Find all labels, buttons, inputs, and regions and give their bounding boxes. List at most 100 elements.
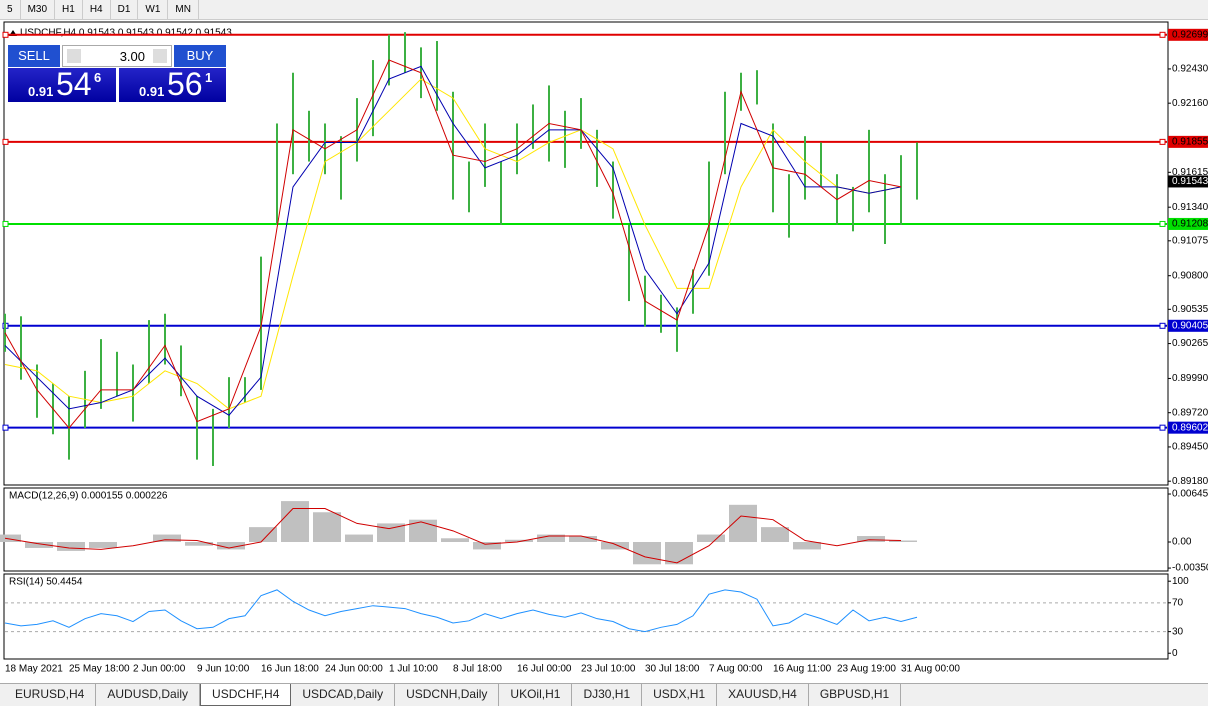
- price-label: 0.90405: [1172, 320, 1208, 331]
- macd-histogram-bar: [793, 541, 821, 550]
- chart-tab[interactable]: USDX,H1: [642, 684, 718, 706]
- macd-histogram-bar: [217, 541, 245, 550]
- y-tick-label: 0.89990: [1172, 373, 1208, 384]
- chart-tab[interactable]: EURUSD,H4: [4, 684, 97, 706]
- y-tick-label: 0.006451: [1172, 489, 1208, 500]
- x-tick-label: 16 Aug 11:00: [773, 664, 832, 675]
- price-label: 0.91208: [1172, 219, 1208, 230]
- y-tick-label: 0.92160: [1172, 98, 1208, 109]
- y-tick-label: 0.90800: [1172, 270, 1208, 281]
- y-tick-label: 0.00: [1172, 537, 1192, 548]
- y-tick-label: 0.89720: [1172, 407, 1208, 418]
- price-label-bg: [1168, 135, 1208, 148]
- x-tick-label: 31 Aug 00:00: [901, 664, 960, 675]
- chart-tabs: EURUSD,H4 AUDUSD,Daily USDCHF,H4 USDCAD,Dai…: [0, 683, 1208, 706]
- macd-histogram-bar: [569, 536, 597, 542]
- macd-histogram-bar: [761, 527, 789, 542]
- x-tick-label: 1 Jul 10:00: [389, 664, 438, 675]
- chart-tab[interactable]: AUDUSD,Daily: [96, 684, 201, 706]
- y-tick-label: 0.89180: [1172, 476, 1208, 487]
- y-tick-label: 0.90265: [1172, 338, 1208, 349]
- level-handle: [2, 138, 9, 145]
- timeframe-button[interactable]: D1: [111, 0, 139, 19]
- rsi-title: RSI(14) 50.4454: [9, 577, 83, 588]
- buy-price[interactable]: 0.91 56 1: [119, 66, 226, 102]
- chart-tab[interactable]: UKOil,H1: [499, 684, 573, 706]
- price-label-bg: [1168, 319, 1208, 332]
- level-handle: [1159, 220, 1166, 227]
- macd-histogram-bar: [409, 519, 437, 542]
- x-tick-label: 9 Jun 10:00: [197, 664, 250, 675]
- macd-pane: [3, 487, 1169, 572]
- moving-average: [4, 59, 902, 429]
- macd-histogram-bar: [281, 501, 309, 542]
- lot-down[interactable]: [67, 49, 81, 63]
- y-tick-label: -0.003506: [1172, 563, 1208, 574]
- price-label: 0.91855: [1172, 137, 1208, 148]
- buy-button[interactable]: BUY: [174, 45, 226, 67]
- moving-average: [4, 78, 902, 410]
- macd-histogram-bar: [57, 541, 85, 551]
- y-tick-label: 100: [1172, 576, 1189, 587]
- y-tick-label: 0.91075: [1172, 235, 1208, 246]
- macd-signal: [4, 508, 902, 564]
- one-click-trading: SELL 3.00 BUY 0.91 54 6 0.91 56 1: [8, 45, 226, 102]
- x-tick-label: 16 Jun 18:00: [261, 664, 319, 675]
- chart-tab[interactable]: GBPUSD,H1: [809, 684, 902, 706]
- level-handle: [1159, 322, 1166, 329]
- symbol-info: USDCHF,H4 0.91543 0.91543 0.91542 0.9154…: [20, 28, 232, 39]
- timeframe-toolbar: 5 M30 H1 H4 D1 W1 MN: [0, 0, 1208, 20]
- timeframe-button[interactable]: MN: [168, 0, 199, 19]
- y-tick-label: 0.90535: [1172, 304, 1208, 315]
- x-tick-label: 23 Aug 19:00: [837, 664, 896, 675]
- y-tick-label: 0: [1172, 648, 1178, 659]
- lot-input[interactable]: 3.00: [62, 45, 172, 67]
- lot-value: 3.00: [119, 49, 145, 64]
- chart-tab[interactable]: USDCAD,Daily: [291, 684, 396, 706]
- price-label: 0.89602: [1172, 422, 1208, 433]
- price-label-bg: [1168, 421, 1208, 434]
- x-tick-label: 24 Jun 00:00: [325, 664, 383, 675]
- level-handle: [2, 220, 9, 227]
- price-pip: 1: [205, 70, 213, 85]
- timeframe-button[interactable]: W1: [138, 0, 169, 19]
- price-big: 0.91: [139, 84, 165, 99]
- timeframe-button[interactable]: M30: [21, 0, 56, 19]
- chart-tab[interactable]: USDCNH,Daily: [395, 684, 500, 706]
- y-tick-label: 70: [1172, 597, 1184, 608]
- macd-histogram-bar: [665, 541, 693, 565]
- level-handle: [2, 31, 9, 38]
- macd-histogram-bar: [697, 534, 725, 542]
- chart-tab[interactable]: USDCHF,H4: [200, 684, 292, 706]
- sell-price[interactable]: 0.91 54 6: [8, 66, 116, 102]
- rsi-line: [4, 589, 918, 633]
- macd-histogram-bar: [249, 527, 277, 542]
- sell-button[interactable]: SELL: [8, 45, 60, 67]
- y-tick-label: 0.92430: [1172, 64, 1208, 75]
- macd-histogram-bar: [441, 538, 469, 542]
- price-label-bg: [1168, 175, 1208, 188]
- price-label: 0.92699: [1172, 29, 1208, 40]
- y-tick-label: 30: [1172, 626, 1184, 637]
- price-pip: 6: [94, 70, 102, 85]
- chart-tab[interactable]: XAUUSD,H4: [717, 684, 809, 706]
- timeframe-button[interactable]: H1: [55, 0, 83, 19]
- x-tick-label: 8 Jul 18:00: [453, 664, 502, 675]
- macd-histogram-bar: [857, 536, 885, 542]
- x-tick-label: 30 Jul 18:00: [645, 664, 700, 675]
- timeframe-button[interactable]: H4: [83, 0, 111, 19]
- macd-histogram-bar: [25, 541, 53, 548]
- x-tick-label: 25 May 18:00: [69, 664, 130, 675]
- macd-histogram-bar: [185, 541, 213, 546]
- price-big: 0.91: [28, 84, 54, 99]
- level-handle: [2, 424, 9, 431]
- x-tick-label: 18 May 2021: [5, 664, 63, 675]
- macd-histogram-bar: [505, 539, 533, 542]
- x-tick-label: 16 Jul 00:00: [517, 664, 572, 675]
- chart-tab[interactable]: DJ30,H1: [572, 684, 643, 706]
- lot-up[interactable]: [153, 49, 167, 63]
- level-handle: [1159, 31, 1166, 38]
- timeframe-button[interactable]: 5: [0, 0, 21, 19]
